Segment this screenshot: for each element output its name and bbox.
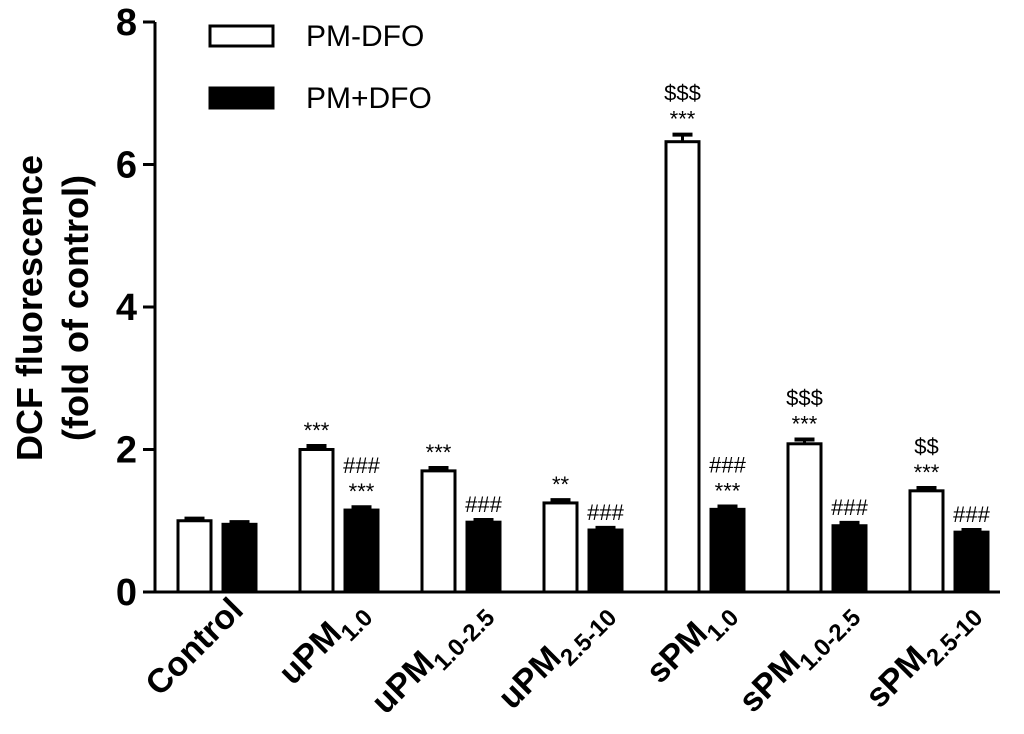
x-category-label: Control [138, 591, 250, 703]
significance-label: ### [343, 453, 380, 478]
annotations: ******###***###**###***$$$***###***$$$##… [304, 81, 991, 527]
bar-pm-plus-dfo [343, 508, 380, 594]
y-tick-label: 0 [116, 572, 137, 614]
significance-label: ### [831, 495, 868, 520]
bar-pm-minus-dfo [786, 442, 823, 594]
bar-pm-minus-dfo [908, 489, 945, 594]
legend: PM-DFO PM+DFO [208, 20, 432, 115]
bars [176, 132, 990, 594]
significance-label: $$$ [664, 81, 701, 106]
bar-pm-plus-dfo [709, 507, 746, 594]
significance-label: *** [914, 460, 940, 485]
significance-label: *** [670, 107, 696, 132]
significance-label: *** [715, 479, 741, 504]
legend-label: PM-DFO [306, 20, 424, 53]
y-axis-label-line: (fold of control) [55, 175, 96, 441]
bar-pm-minus-dfo [420, 469, 457, 594]
significance-label: *** [792, 412, 818, 437]
y-tick-label: 8 [116, 2, 137, 44]
y-axis-label-line: DCF fluorescence [9, 155, 50, 461]
y-tick-label: 4 [116, 287, 137, 329]
significance-label: ### [709, 453, 746, 478]
legend-swatch [208, 86, 275, 110]
bar-pm-plus-dfo [953, 530, 990, 594]
significance-label: ### [465, 492, 502, 517]
x-category-label: sPM1.0 [639, 591, 745, 697]
significance-label: *** [304, 418, 330, 443]
x-category-label: uPM1.0-2.5 [364, 591, 500, 727]
bar-pm-minus-dfo [298, 448, 335, 594]
bar-pm-plus-dfo [465, 520, 502, 594]
bar-pm-minus-dfo [176, 519, 213, 594]
x-category-label: sPM2.5-10 [858, 591, 988, 721]
bar-pm-plus-dfo [831, 524, 868, 594]
bar-pm-plus-dfo [221, 522, 258, 594]
x-category-label: uPM2.5-10 [491, 591, 622, 722]
significance-label: *** [349, 479, 375, 504]
significance-label: ### [587, 500, 624, 525]
significance-label: $$ [914, 434, 938, 459]
significance-label: $$$ [786, 386, 823, 411]
legend-label: PM+DFO [306, 82, 432, 115]
bar-pm-minus-dfo [542, 501, 579, 594]
bar-pm-minus-dfo [664, 140, 701, 594]
x-category-label: uPM1.0 [271, 591, 378, 698]
y-axis-label: DCF fluorescence (fold of control) [9, 155, 96, 461]
y-tick-label: 6 [116, 145, 137, 187]
x-category-label: sPM1.0-2.5 [732, 591, 867, 726]
bar-pm-plus-dfo [587, 528, 624, 594]
significance-label: ### [953, 502, 990, 527]
significance-label: *** [426, 440, 452, 465]
legend-swatch [208, 24, 275, 48]
y-tick-label: 2 [116, 430, 137, 472]
significance-label: ** [552, 472, 570, 497]
